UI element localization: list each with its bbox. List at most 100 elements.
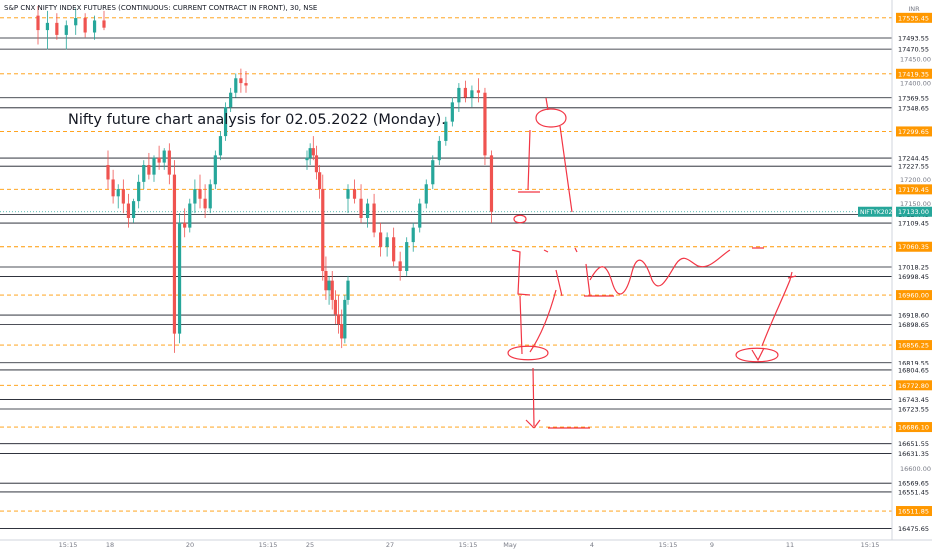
candle-body [489,155,494,212]
level-label-bg [896,33,932,44]
level-label: 17419.35 [898,70,929,78]
time-axis-label: 20 [186,541,194,549]
drawing-bracket [511,247,578,297]
level-label-bg [896,92,932,103]
candlestick-series [36,6,494,353]
candle-body [229,92,233,108]
candle-body [188,203,192,228]
level-label: 16631.35 [898,450,929,458]
level-label: 17109.45 [898,220,929,228]
level-label: 17227.55 [898,163,929,171]
candle-body [476,90,481,93]
time-axis[interactable]: 15:15 18 20 15:15 25 27 15:15 May 4 15:15 9 11 15:15 [0,539,932,549]
current-price-label: 17133.00 [898,208,929,216]
candle-body [208,184,212,209]
candle-body [318,172,322,190]
candle-body [92,20,97,33]
candle-body [327,280,331,291]
candle-body [444,121,448,141]
level-label-bg [896,68,932,79]
candle-body [45,22,50,31]
drawing-projection-up [518,125,573,213]
level-label: 16898.65 [898,321,929,329]
level-label: 16551.45 [898,488,929,496]
price-axis-label: 17450.00 [900,56,931,64]
time-axis-label: 15:15 [659,541,678,549]
level-label-bg [896,438,932,449]
candle-body [450,102,454,122]
candle-body [346,189,350,199]
candle-body [218,136,223,156]
candle-body [346,280,350,300]
time-axis-label: 4 [590,541,594,549]
level-label: 17060.35 [898,243,929,251]
candle-body [457,87,461,103]
currency-label: INR [908,5,920,13]
candle-body [431,160,435,185]
candle-body [314,155,319,173]
level-label-bg [896,486,932,497]
candle-body [424,184,428,204]
candle-body [385,237,389,247]
candle-body [463,87,467,98]
candle-body [392,237,396,262]
candle-body [172,174,177,334]
candle-body [223,107,228,137]
candle-body [74,18,78,26]
candle-body [305,157,309,161]
candle-body [333,299,337,315]
price-axis-label: 16600.00 [900,465,931,473]
level-label: 16686.10 [898,424,929,432]
level-label-bg [896,310,932,321]
candle-body [405,242,409,271]
level-label: 17018.25 [898,264,929,272]
price-axis-label: 17150.00 [900,200,931,208]
candle-body [365,203,370,218]
drawing-wave [584,247,764,297]
level-label-bg [896,184,932,195]
level-label: 16998.45 [898,273,929,281]
candle-body [239,78,243,84]
candle-body [372,203,376,233]
drawing-circle-mid [507,345,549,361]
time-axis-label: 15:15 [861,541,880,549]
candle-body [203,198,207,209]
level-label-bg [896,12,932,23]
analysis-text: Nifty future chart analysis for 02.05.20… [68,112,446,128]
candle-body [398,261,402,271]
level-label: 16772.80 [898,382,929,390]
candle-body [340,324,344,339]
level-label: 17348.65 [898,104,929,112]
level-label: 16743.45 [898,396,929,404]
candle-body [198,189,202,199]
current-price-bg [896,206,932,217]
level-label-bg [896,102,932,113]
candle-body [336,314,341,324]
candle-body [183,222,187,228]
candle-body [234,78,238,93]
symbol-tag-bg [858,206,892,217]
level-label: 16569.65 [898,480,929,488]
level-label-bg [896,290,932,301]
drawing-check [735,271,793,363]
drawing-small-circle [513,214,527,224]
level-label: 16960.00 [898,292,929,300]
candle-body [64,25,68,35]
support-resistance-levels [0,17,892,529]
candle-body [330,280,334,300]
level-label-bg [896,271,932,282]
candle-body [352,189,357,199]
level-label: 17369.55 [898,94,929,102]
price-axis[interactable]: INR 17450.00 17400.00 17200.00 17150.00 16600… [858,0,932,540]
candle-body [116,189,120,197]
candle-body [483,92,487,156]
candle-body [324,271,328,291]
candle-body [111,179,115,197]
candle-body [437,140,441,161]
candle-body [311,148,315,156]
level-label: 16475.65 [898,525,929,533]
time-axis-label: 11 [786,541,794,549]
drawing-target-arrow [525,367,590,429]
level-label: 17244.45 [898,155,929,163]
